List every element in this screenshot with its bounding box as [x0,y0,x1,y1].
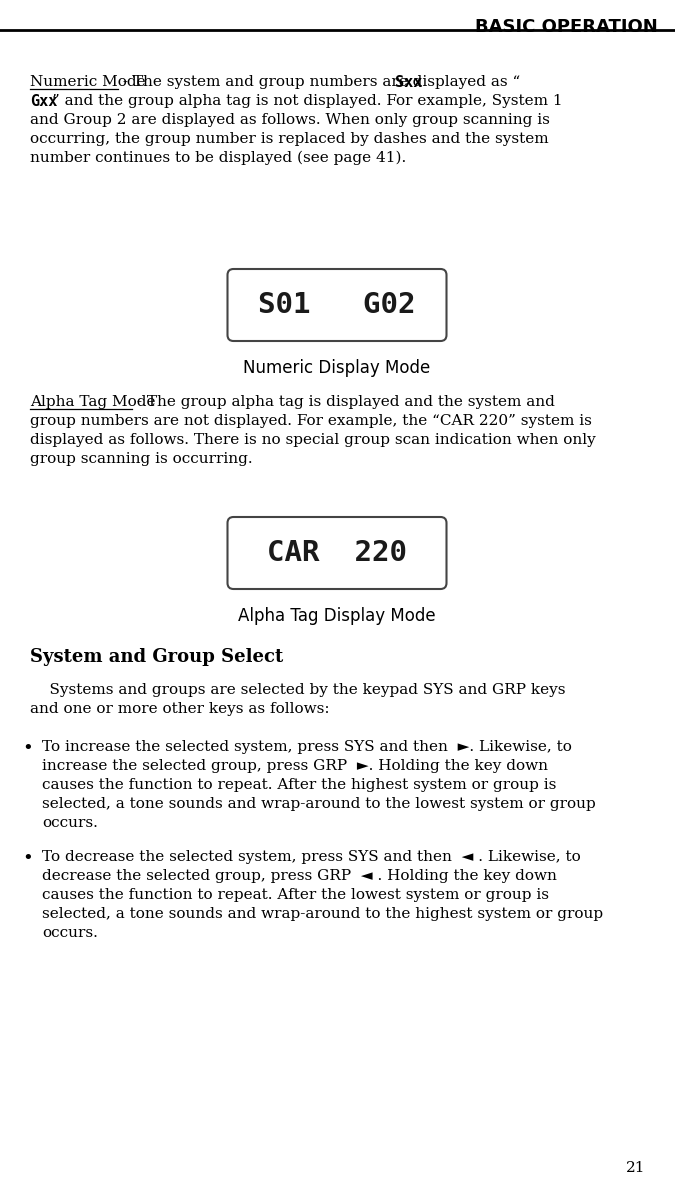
FancyBboxPatch shape [227,517,446,589]
Text: Alpha Tag Display Mode: Alpha Tag Display Mode [238,607,436,625]
Text: 21: 21 [626,1161,645,1175]
Text: selected, a tone sounds and wrap-around to the lowest system or group: selected, a tone sounds and wrap-around … [42,797,596,811]
Text: and Group 2 are displayed as follows. When only group scanning is: and Group 2 are displayed as follows. Wh… [30,113,550,128]
Text: decrease the selected group, press GRP  ◄ . Holding the key down: decrease the selected group, press GRP ◄… [42,869,557,883]
Text: S01   G02: S01 G02 [259,291,416,319]
Text: •: • [22,850,33,868]
Text: ” and the group alpha tag is not displayed. For example, System 1: ” and the group alpha tag is not display… [52,94,563,108]
Text: causes the function to repeat. After the lowest system or group is: causes the function to repeat. After the… [42,888,549,902]
Text: selected, a tone sounds and wrap-around to the highest system or group: selected, a tone sounds and wrap-around … [42,907,603,921]
Text: Systems and groups are selected by the keypad SYS and GRP keys: Systems and groups are selected by the k… [30,683,566,697]
Text: CAR  220: CAR 220 [267,539,407,567]
Text: group numbers are not displayed. For example, the “CAR 220” system is: group numbers are not displayed. For exa… [30,414,592,428]
Text: - The system and group numbers are displayed as “: - The system and group numbers are displ… [118,75,520,89]
Text: and one or more other keys as follows:: and one or more other keys as follows: [30,702,329,716]
Text: occurring, the group number is replaced by dashes and the system: occurring, the group number is replaced … [30,132,549,145]
Text: Sxx: Sxx [396,75,423,91]
Text: System and Group Select: System and Group Select [30,648,284,666]
Text: number continues to be displayed (see page 41).: number continues to be displayed (see pa… [30,151,406,166]
Text: To increase the selected system, press SYS and then  ►. Likewise, to: To increase the selected system, press S… [42,740,572,755]
Text: increase the selected group, press GRP  ►. Holding the key down: increase the selected group, press GRP ►… [42,759,548,772]
Text: Alpha Tag Mode: Alpha Tag Mode [30,395,155,409]
Text: displayed as follows. There is no special group scan indication when only: displayed as follows. There is no specia… [30,433,596,447]
Text: BASIC OPERATION: BASIC OPERATION [475,18,658,36]
Text: Numeric Mode: Numeric Mode [30,75,146,89]
FancyBboxPatch shape [227,269,446,341]
Text: occurs.: occurs. [42,926,98,940]
Text: - The group alpha tag is displayed and the system and: - The group alpha tag is displayed and t… [132,395,555,409]
Text: group scanning is occurring.: group scanning is occurring. [30,452,252,466]
Text: Numeric Display Mode: Numeric Display Mode [244,359,431,377]
Text: Gxx: Gxx [30,94,57,108]
Text: •: • [22,740,33,758]
Text: occurs.: occurs. [42,817,98,830]
Text: causes the function to repeat. After the highest system or group is: causes the function to repeat. After the… [42,778,556,791]
Text: To decrease the selected system, press SYS and then  ◄ . Likewise, to: To decrease the selected system, press S… [42,850,580,864]
